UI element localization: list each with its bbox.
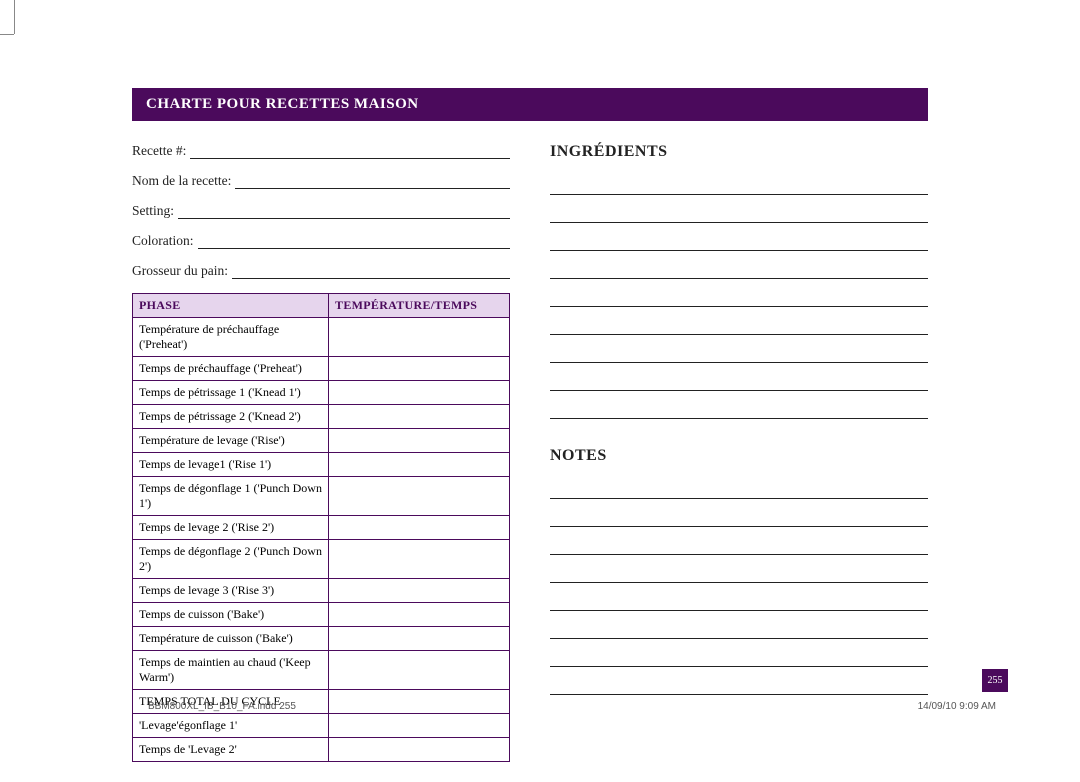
blank-line	[550, 555, 928, 583]
notes-lines-group	[550, 471, 928, 695]
blank-line	[550, 527, 928, 555]
temp-cell	[329, 477, 510, 516]
field-label: Recette #:	[132, 143, 190, 159]
temp-cell	[329, 627, 510, 651]
title-bar: CHARTE POUR RECETTES MAISON	[132, 88, 928, 121]
phase-cell: Température de préchauffage ('Preheat')	[133, 318, 329, 357]
table-row: Température de préchauffage ('Preheat')	[133, 318, 510, 357]
blank-line	[550, 223, 928, 251]
phase-cell: Temps de maintien au chaud ('Keep Warm')	[133, 651, 329, 690]
col-header-phase: PHASE	[133, 294, 329, 318]
table-row: Temps de pétrissage 2 ('Knead 2')	[133, 405, 510, 429]
phase-cell: Température de levage ('Rise')	[133, 429, 329, 453]
blank-line	[550, 167, 928, 195]
phase-cell: Temps de préchauffage ('Preheat')	[133, 357, 329, 381]
left-column: Recette #: Nom de la recette: Setting: C…	[132, 143, 510, 762]
table-row: Température de levage ('Rise')	[133, 429, 510, 453]
notes-heading: NOTES	[550, 447, 928, 465]
temp-cell	[329, 540, 510, 579]
table-row: Temps de cuisson ('Bake')	[133, 603, 510, 627]
field-blank-line	[190, 145, 510, 159]
page-number: 255	[982, 669, 1008, 692]
field-blank-line	[235, 175, 510, 189]
field-label: Setting:	[132, 203, 178, 219]
blank-line	[550, 307, 928, 335]
field-label: Coloration:	[132, 233, 198, 249]
phase-cell: Temps de cuisson ('Bake')	[133, 603, 329, 627]
table-row: Temps de préchauffage ('Preheat')	[133, 357, 510, 381]
phase-cell: Température de cuisson ('Bake')	[133, 627, 329, 651]
temp-cell	[329, 651, 510, 690]
phase-cell: Temps de dégonflage 2 ('Punch Down 2')	[133, 540, 329, 579]
crop-mark-vertical	[14, 0, 15, 34]
right-column: INGRÉDIENTS NOTES	[550, 143, 928, 762]
ingredients-lines-group	[550, 167, 928, 419]
phase-cell: 'Levage'égonflage 1'	[133, 714, 329, 738]
phase-cell: Temps de levage 3 ('Rise 3')	[133, 579, 329, 603]
page-container: CHARTE POUR RECETTES MAISON Recette #: N…	[16, 36, 1044, 746]
table-row: Temps de 'Levage 2'	[133, 738, 510, 762]
temp-cell	[329, 516, 510, 540]
field-grosseur: Grosseur du pain:	[132, 263, 510, 279]
field-label: Grosseur du pain:	[132, 263, 232, 279]
col-header-temp: TEMPÉRATURE/TEMPS	[329, 294, 510, 318]
field-blank-line	[198, 235, 511, 249]
blank-line	[550, 639, 928, 667]
table-row: Temps de levage 3 ('Rise 3')	[133, 579, 510, 603]
content-area: CHARTE POUR RECETTES MAISON Recette #: N…	[16, 36, 1044, 772]
blank-line	[550, 363, 928, 391]
temp-cell	[329, 579, 510, 603]
phase-cell: Temps de levage1 ('Rise 1')	[133, 453, 329, 477]
field-nom: Nom de la recette:	[132, 173, 510, 189]
blank-line	[550, 335, 928, 363]
crop-mark-horizontal	[0, 34, 14, 35]
field-setting: Setting:	[132, 203, 510, 219]
table-row: Temps de levage 2 ('Rise 2')	[133, 516, 510, 540]
temp-cell	[329, 603, 510, 627]
temp-cell	[329, 318, 510, 357]
table-row: Temps de dégonflage 2 ('Punch Down 2')	[133, 540, 510, 579]
blank-line	[550, 499, 928, 527]
phase-cell: Temps de pétrissage 2 ('Knead 2')	[133, 405, 329, 429]
phase-cell: Temps de levage 2 ('Rise 2')	[133, 516, 329, 540]
temp-cell	[329, 357, 510, 381]
temp-cell	[329, 429, 510, 453]
phase-cell: Temps de pétrissage 1 ('Knead 1')	[133, 381, 329, 405]
blank-line	[550, 667, 928, 695]
field-recette: Recette #:	[132, 143, 510, 159]
table-row: Temps de pétrissage 1 ('Knead 1')	[133, 381, 510, 405]
temp-cell	[329, 738, 510, 762]
table-row: 'Levage'égonflage 1'	[133, 714, 510, 738]
field-blank-line	[232, 265, 510, 279]
ingredients-heading: INGRÉDIENTS	[550, 143, 928, 161]
blank-line	[550, 251, 928, 279]
temp-cell	[329, 453, 510, 477]
phase-table: PHASE TEMPÉRATURE/TEMPS Température de p…	[132, 293, 510, 762]
blank-line	[550, 471, 928, 499]
table-row: Température de cuisson ('Bake')	[133, 627, 510, 651]
footer-filename: BBM800XL_IB_B10_FA.indd 255	[148, 701, 296, 712]
temp-cell	[329, 714, 510, 738]
table-header-row: PHASE TEMPÉRATURE/TEMPS	[133, 294, 510, 318]
blank-line	[550, 195, 928, 223]
phase-cell: Temps de dégonflage 1 ('Punch Down 1')	[133, 477, 329, 516]
blank-line	[550, 391, 928, 419]
table-row: Temps de levage1 ('Rise 1')	[133, 453, 510, 477]
blank-line	[550, 279, 928, 307]
table-row: Temps de dégonflage 1 ('Punch Down 1')	[133, 477, 510, 516]
temp-cell	[329, 690, 510, 714]
blank-line	[550, 611, 928, 639]
field-coloration: Coloration:	[132, 233, 510, 249]
temp-cell	[329, 405, 510, 429]
temp-cell	[329, 381, 510, 405]
blank-line	[550, 583, 928, 611]
field-blank-line	[178, 205, 510, 219]
footer-timestamp: 14/09/10 9:09 AM	[918, 701, 996, 712]
two-column-layout: Recette #: Nom de la recette: Setting: C…	[132, 143, 928, 762]
table-row: Temps de maintien au chaud ('Keep Warm')	[133, 651, 510, 690]
phase-cell: Temps de 'Levage 2'	[133, 738, 329, 762]
field-label: Nom de la recette:	[132, 173, 235, 189]
